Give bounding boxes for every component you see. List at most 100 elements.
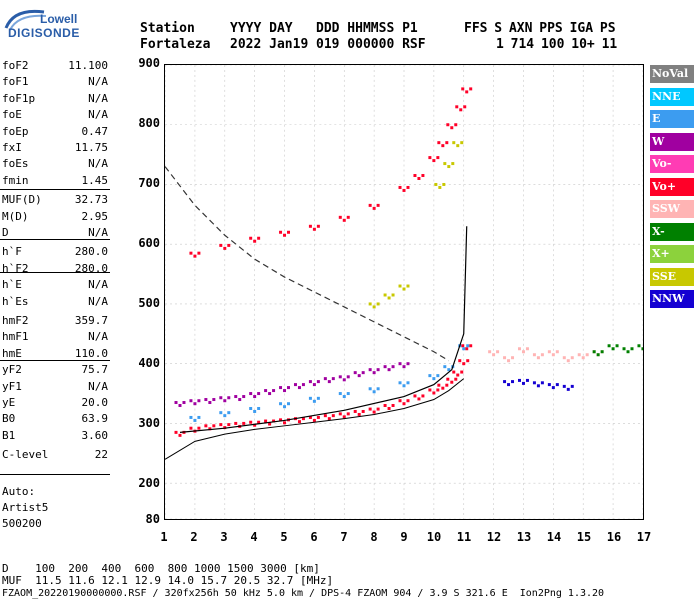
data-point: [428, 374, 432, 378]
param-row: D N/A: [2, 225, 108, 241]
data-point: [279, 402, 283, 406]
data-point: [338, 412, 342, 416]
footer-distance-row: D 100 200 400 600 800 1000 1500 3000 [km…: [2, 562, 320, 575]
param-name: h`F: [2, 245, 22, 259]
x-tick-label: 17: [636, 530, 652, 544]
data-point: [437, 383, 441, 387]
data-point: [308, 396, 312, 400]
x-tick-label: 4: [250, 530, 258, 544]
data-point: [413, 174, 417, 178]
data-point: [417, 397, 421, 401]
param-name: foEs: [2, 157, 29, 171]
data-point: [253, 423, 257, 427]
data-point: [446, 377, 450, 381]
data-point: [316, 224, 320, 228]
data-point: [301, 383, 305, 387]
data-point: [462, 362, 466, 366]
header-label-date: YYYY DAY: [230, 21, 293, 36]
y-tick-label: 200: [138, 476, 160, 490]
data-point: [253, 395, 257, 399]
legend-item: NNE: [650, 87, 694, 106]
data-point: [551, 353, 555, 357]
data-point: [391, 404, 395, 407]
param-row: h`F2 280.0: [2, 261, 108, 277]
data-point: [421, 394, 425, 398]
data-point: [536, 356, 540, 360]
param-name: h`Es: [2, 294, 29, 308]
header-label-time: DDD HHMMSS P1: [316, 21, 418, 36]
data-point: [600, 350, 604, 354]
data-point: [406, 284, 410, 288]
data-point: [454, 377, 458, 381]
data-point: [257, 406, 261, 410]
data-point: [441, 386, 445, 390]
data-point: [264, 419, 268, 423]
data-point: [469, 344, 473, 348]
data-point: [178, 433, 182, 437]
data-point: [312, 418, 316, 422]
data-point: [507, 359, 511, 363]
param-row: foE N/A: [2, 107, 108, 123]
data-point: [462, 347, 466, 351]
data-point: [391, 293, 395, 297]
data-point: [257, 236, 261, 240]
data-point: [438, 185, 442, 189]
y-tick-label: 80: [145, 512, 160, 526]
y-tick-label: 800: [138, 116, 160, 130]
data-point: [459, 108, 463, 112]
data-point: [353, 409, 357, 413]
data-point: [357, 374, 361, 378]
data-point: [391, 365, 395, 369]
data-point: [208, 401, 212, 405]
data-point: [338, 375, 342, 379]
legend-item: X-: [650, 222, 694, 241]
data-point: [189, 426, 193, 430]
data-point: [443, 162, 447, 166]
data-point: [398, 381, 402, 385]
data-point: [383, 404, 387, 407]
separator: [0, 272, 110, 273]
data-point: [402, 287, 406, 291]
data-point: [577, 353, 581, 357]
data-point: [630, 347, 634, 351]
data-point: [413, 394, 417, 398]
data-point: [532, 353, 536, 357]
x-tick-label: 13: [516, 530, 532, 544]
data-point: [521, 350, 525, 354]
data-point: [301, 417, 305, 421]
data-point: [283, 421, 287, 425]
data-point: [331, 377, 335, 381]
data-point: [316, 380, 320, 384]
param-name: C-level: [2, 448, 49, 462]
header-date: 2022 Jan19: [230, 37, 309, 52]
trace-curve: [179, 226, 468, 433]
param-row: B1 3.60: [2, 428, 108, 444]
data-point: [327, 417, 331, 421]
data-point: [174, 430, 178, 434]
data-point: [436, 374, 440, 378]
data-point: [287, 402, 291, 406]
data-point: [387, 368, 391, 372]
footer-file-info: FZAOM_20220190000000.RSF / 320fx256h 50 …: [2, 588, 605, 599]
data-point: [327, 380, 331, 384]
ionogram-plot: [164, 64, 644, 520]
param-name: MUF(D): [2, 193, 42, 207]
data-point: [331, 414, 335, 418]
param-value: 63.9: [81, 412, 109, 426]
logo-brand-main: DIGISONDE: [8, 26, 80, 40]
data-point: [204, 398, 208, 402]
data-point: [342, 395, 346, 399]
data-point: [461, 344, 465, 348]
data-point: [402, 188, 406, 192]
data-point: [346, 412, 350, 416]
data-point: [452, 141, 456, 145]
data-point: [387, 296, 391, 300]
data-point: [368, 407, 372, 411]
data-point: [465, 90, 469, 94]
data-point: [368, 368, 372, 372]
data-point: [204, 424, 208, 428]
separator: [0, 474, 110, 475]
data-point: [398, 284, 402, 288]
data-point: [193, 254, 197, 258]
param-value: 3.60: [81, 428, 109, 442]
